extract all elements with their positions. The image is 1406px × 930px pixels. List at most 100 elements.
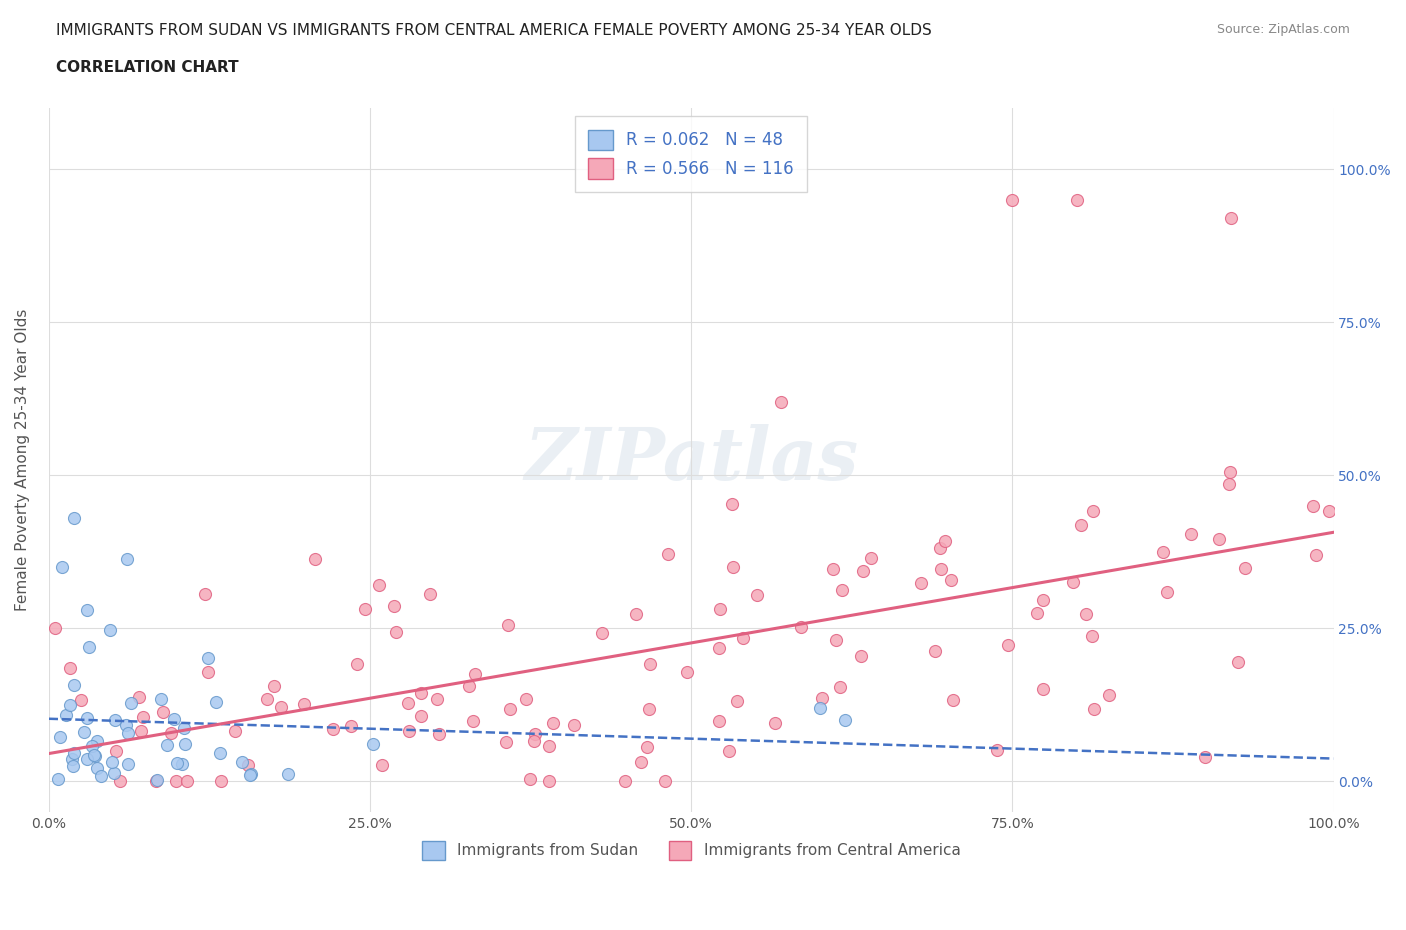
Point <box>231 754 253 769</box>
Point <box>165 774 187 789</box>
Legend: Immigrants from Sudan, Immigrants from Central America: Immigrants from Sudan, Immigrants from C… <box>415 833 969 868</box>
Point <box>86 734 108 749</box>
Point <box>150 691 173 706</box>
Point <box>46 772 69 787</box>
Point <box>163 711 186 726</box>
Point <box>83 749 105 764</box>
Point <box>63 511 86 525</box>
Point <box>117 756 139 771</box>
Text: IMMIGRANTS FROM SUDAN VS IMMIGRANTS FROM CENTRAL AMERICA FEMALE POVERTY AMONG 25: IMMIGRANTS FROM SUDAN VS IMMIGRANTS FROM… <box>56 23 932 38</box>
Point <box>986 743 1008 758</box>
Point <box>1083 701 1105 716</box>
Point <box>396 696 419 711</box>
Point <box>821 562 844 577</box>
Point <box>72 725 94 740</box>
Point <box>49 729 72 744</box>
Point <box>385 625 408 640</box>
Point <box>720 497 742 512</box>
Point <box>763 715 786 730</box>
Point <box>173 720 195 735</box>
Point <box>86 761 108 776</box>
Point <box>322 722 344 737</box>
Point <box>831 582 853 597</box>
Point <box>69 693 91 708</box>
Point <box>115 718 138 733</box>
Point <box>427 727 450 742</box>
Point <box>717 744 740 759</box>
Point <box>1032 592 1054 607</box>
Point <box>524 726 547 741</box>
Point <box>808 700 831 715</box>
Point <box>707 713 730 728</box>
Point <box>105 743 128 758</box>
Point <box>77 640 100 655</box>
Point <box>630 754 652 769</box>
Point <box>941 573 963 588</box>
Text: ZIPatlas: ZIPatlas <box>524 424 858 496</box>
Point <box>657 547 679 562</box>
Point <box>90 768 112 783</box>
Point <box>1001 193 1024 207</box>
Point <box>55 708 77 723</box>
Point <box>1233 561 1256 576</box>
Point <box>108 774 131 789</box>
Point <box>204 694 226 709</box>
Point <box>790 619 813 634</box>
Point <box>398 724 420 738</box>
Point <box>76 603 98 618</box>
Point <box>852 564 875 578</box>
Point <box>825 632 848 647</box>
Point <box>709 641 731 656</box>
Point <box>1070 518 1092 533</box>
Point <box>76 751 98 766</box>
Point <box>515 691 537 706</box>
Point <box>709 602 731 617</box>
Point <box>461 713 484 728</box>
Point <box>132 710 155 724</box>
Point <box>236 758 259 773</box>
Point <box>834 712 856 727</box>
Point <box>1302 498 1324 513</box>
Point <box>519 771 541 786</box>
Point <box>382 598 405 613</box>
Point <box>160 725 183 740</box>
Point <box>1152 545 1174 560</box>
Point <box>564 717 586 732</box>
Point <box>145 774 167 789</box>
Point <box>1219 211 1241 226</box>
Point <box>101 754 124 769</box>
Y-axis label: Female Poverty Among 25-34 Year Olds: Female Poverty Among 25-34 Year Olds <box>15 309 30 611</box>
Point <box>128 689 150 704</box>
Point <box>98 623 121 638</box>
Point <box>495 735 517 750</box>
Point <box>614 774 637 789</box>
Point <box>499 702 522 717</box>
Point <box>120 696 142 711</box>
Point <box>103 765 125 780</box>
Point <box>591 625 613 640</box>
Point <box>129 724 152 738</box>
Point <box>1180 526 1202 541</box>
Point <box>1218 476 1240 491</box>
Point <box>1219 465 1241 480</box>
Point <box>924 644 946 658</box>
Point <box>354 601 377 616</box>
Point <box>209 774 232 789</box>
Point <box>304 552 326 567</box>
Point <box>411 686 433 701</box>
Point <box>731 631 754 645</box>
Point <box>1081 629 1104 644</box>
Point <box>1083 503 1105 518</box>
Point <box>194 587 217 602</box>
Point <box>426 692 449 707</box>
Point <box>340 719 363 734</box>
Point <box>929 540 952 555</box>
Point <box>997 637 1019 652</box>
Point <box>541 715 564 730</box>
Point <box>224 724 246 738</box>
Point <box>176 774 198 789</box>
Point <box>60 751 83 766</box>
Point <box>934 534 956 549</box>
Point <box>464 667 486 682</box>
Point <box>256 692 278 707</box>
